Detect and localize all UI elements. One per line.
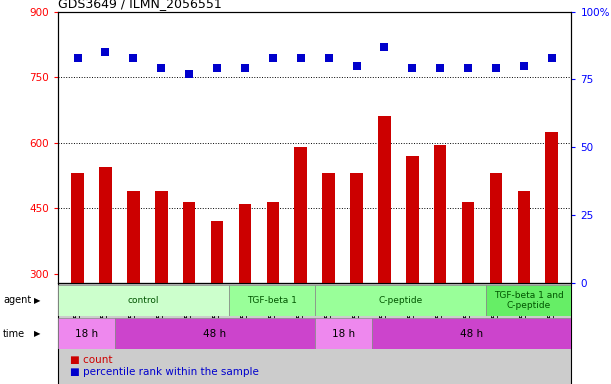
Bar <box>115 318 315 349</box>
Text: GSM507417: GSM507417 <box>73 285 82 336</box>
Point <box>296 55 306 61</box>
Text: GSM507428: GSM507428 <box>380 285 389 336</box>
Text: TGF-beta 1 and
C-peptide: TGF-beta 1 and C-peptide <box>494 291 563 310</box>
Text: control: control <box>128 296 159 305</box>
Point <box>519 63 529 69</box>
Text: GDS3649 / ILMN_2056551: GDS3649 / ILMN_2056551 <box>58 0 222 10</box>
Point <box>185 71 194 77</box>
Text: time: time <box>3 329 25 339</box>
Point <box>491 65 501 71</box>
Bar <box>295 147 307 283</box>
Point <box>240 65 250 71</box>
Bar <box>58 318 115 349</box>
Bar <box>229 285 315 316</box>
Point <box>351 63 361 69</box>
Bar <box>71 173 84 283</box>
Text: GSM507430: GSM507430 <box>519 285 529 336</box>
Text: GSM507416: GSM507416 <box>213 285 222 336</box>
Text: GSM507427: GSM507427 <box>352 285 361 336</box>
Text: GSM507415: GSM507415 <box>185 285 194 336</box>
Point <box>156 65 166 71</box>
Bar <box>239 204 251 283</box>
Bar <box>406 156 419 283</box>
Bar <box>315 285 486 316</box>
Text: GSM507422: GSM507422 <box>296 285 306 336</box>
Bar <box>127 191 140 283</box>
Bar <box>489 173 502 283</box>
Bar <box>486 285 571 316</box>
Text: GSM507420: GSM507420 <box>241 285 249 336</box>
Bar <box>371 318 571 349</box>
Text: ▶: ▶ <box>34 296 40 305</box>
Point <box>212 65 222 71</box>
Text: agent: agent <box>3 295 31 305</box>
Text: GSM507424: GSM507424 <box>436 285 445 336</box>
Point <box>547 55 557 61</box>
Text: 48 h: 48 h <box>460 329 483 339</box>
Bar <box>323 173 335 283</box>
Text: 18 h: 18 h <box>332 329 355 339</box>
Text: ■ percentile rank within the sample: ■ percentile rank within the sample <box>70 367 259 377</box>
Bar <box>462 202 474 283</box>
Text: TGF-beta 1: TGF-beta 1 <box>247 296 297 305</box>
Point <box>324 55 334 61</box>
Text: GSM507429: GSM507429 <box>491 285 500 336</box>
Point <box>379 44 389 50</box>
Point <box>435 65 445 71</box>
Text: GSM507425: GSM507425 <box>464 285 472 336</box>
Bar <box>58 285 229 316</box>
Bar <box>99 167 112 283</box>
Bar <box>434 145 447 283</box>
Text: 48 h: 48 h <box>203 329 227 339</box>
Point <box>73 55 82 61</box>
Point <box>408 65 417 71</box>
Text: ▶: ▶ <box>34 329 40 338</box>
Text: GSM507419: GSM507419 <box>129 285 138 336</box>
Bar <box>155 191 167 283</box>
Bar <box>518 191 530 283</box>
Point <box>268 55 278 61</box>
Bar <box>211 222 223 283</box>
Text: ■ count: ■ count <box>70 355 113 365</box>
Point <box>101 49 111 55</box>
Bar <box>350 173 363 283</box>
Bar <box>315 318 371 349</box>
Point <box>128 55 138 61</box>
Text: GSM507431: GSM507431 <box>547 285 556 336</box>
Text: GSM507414: GSM507414 <box>157 285 166 336</box>
Text: GSM507421: GSM507421 <box>268 285 277 336</box>
Point <box>463 65 473 71</box>
Text: GSM507418: GSM507418 <box>101 285 110 336</box>
Text: 18 h: 18 h <box>75 329 98 339</box>
Bar <box>378 116 390 283</box>
Bar <box>266 202 279 283</box>
Text: GSM507426: GSM507426 <box>324 285 333 336</box>
Bar <box>183 202 196 283</box>
Bar <box>546 132 558 283</box>
Text: C-peptide: C-peptide <box>378 296 422 305</box>
Text: GSM507423: GSM507423 <box>408 285 417 336</box>
